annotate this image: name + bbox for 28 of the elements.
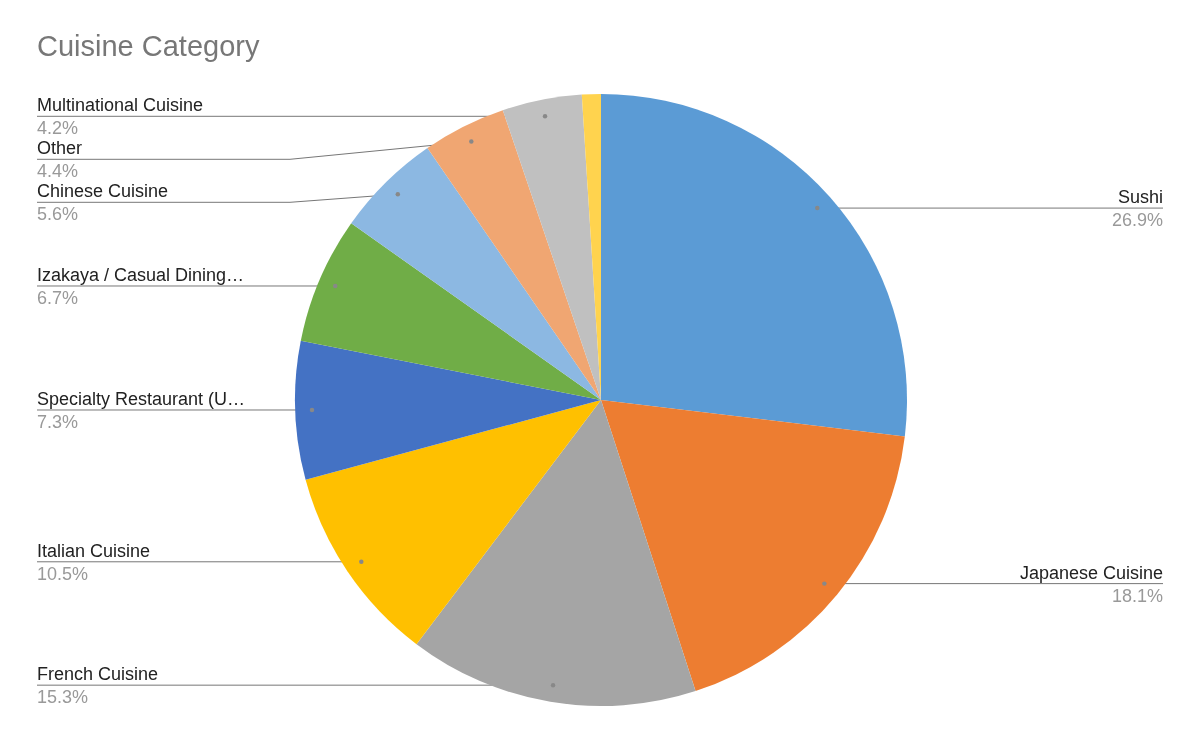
pie-slice bbox=[601, 94, 907, 437]
slice-label: French Cuisine bbox=[37, 664, 159, 685]
data-label: 4.4% bbox=[37, 161, 79, 182]
pie-slice bbox=[502, 94, 601, 400]
pie-slice bbox=[295, 340, 601, 480]
slice-label: Specialty Restaurant (U… bbox=[37, 388, 246, 409]
data-label: 10.5% bbox=[37, 563, 89, 584]
chart-title: Cuisine Category bbox=[37, 30, 260, 62]
slice-label: Japanese Cuisine bbox=[1019, 562, 1163, 583]
slice-label: Italian Cuisine bbox=[37, 540, 151, 561]
pie-slice bbox=[300, 223, 601, 400]
slice-label: Multinational Cuisine bbox=[37, 95, 204, 116]
data-label: 18.1% bbox=[1111, 585, 1163, 606]
data-label: 15.3% bbox=[37, 687, 89, 708]
pie-slice bbox=[427, 110, 601, 400]
data-label: 5.6% bbox=[37, 204, 79, 225]
slice-label: Sushi bbox=[1117, 187, 1163, 208]
data-label: 6.7% bbox=[37, 287, 79, 308]
slice-label: Chinese Cuisine bbox=[37, 181, 169, 202]
pie-slice bbox=[351, 148, 601, 400]
pie-slice bbox=[601, 400, 905, 692]
slice-label: Izakaya / Casual Dining… bbox=[37, 264, 245, 285]
data-label: 7.3% bbox=[37, 411, 79, 432]
pie-slice bbox=[305, 400, 601, 645]
pie-slice bbox=[416, 400, 696, 706]
slice-label: Other bbox=[37, 138, 83, 159]
data-label: 4.2% bbox=[37, 118, 79, 139]
data-label: 26.9% bbox=[1111, 210, 1163, 231]
